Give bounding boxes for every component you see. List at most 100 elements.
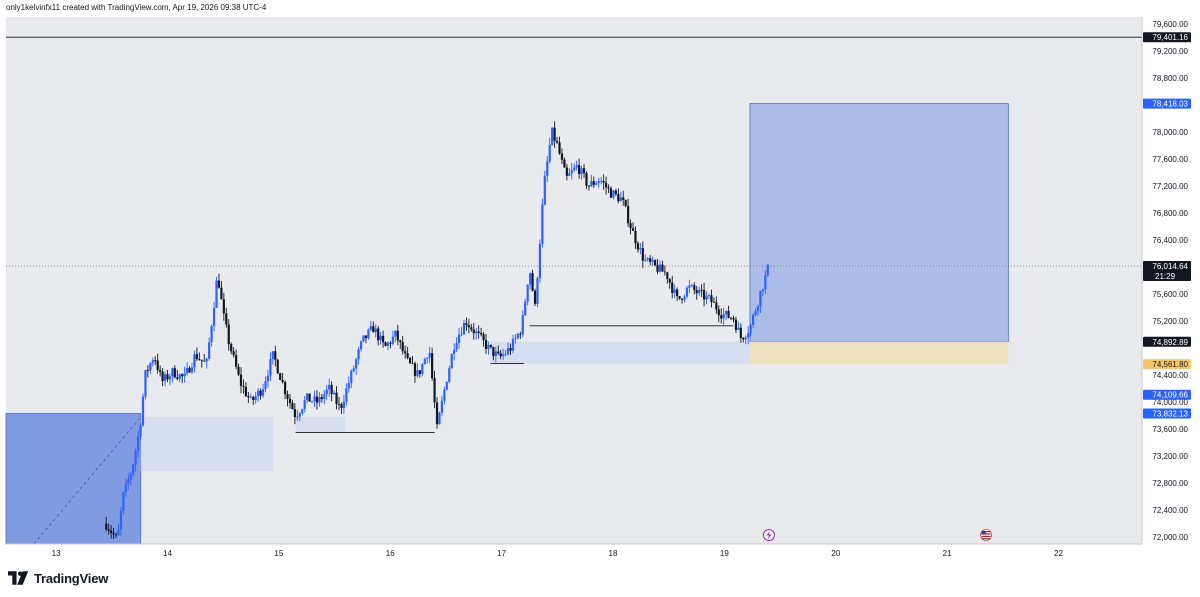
candle-body: [435, 402, 439, 425]
stop-zone[interactable]: [749, 341, 1009, 365]
candle-body: [582, 168, 586, 174]
candle-body: [472, 329, 475, 334]
us-flag-icon[interactable]: [980, 529, 992, 541]
candle-body: [729, 317, 733, 319]
candle-body: [656, 265, 659, 272]
candle-body: [470, 327, 473, 330]
candle-body: [673, 289, 676, 293]
candle-body: [431, 353, 434, 379]
price-tag-value: 73,832.13: [1152, 409, 1188, 418]
candle-body: [350, 371, 353, 384]
candle-body: [418, 370, 421, 375]
candle-body: [484, 340, 488, 350]
candle-body: [553, 127, 556, 141]
candle-body: [546, 161, 549, 176]
candle-body: [176, 377, 179, 379]
candle-body: [526, 284, 529, 302]
candle-body: [440, 400, 444, 413]
candle-body: [156, 360, 159, 371]
fvg-zone-1[interactable]: [140, 416, 274, 472]
candle-body: [428, 353, 431, 358]
candle-body: [700, 289, 703, 291]
time-tick-label: 17: [497, 549, 506, 558]
candle-body: [232, 351, 235, 355]
candle-body: [149, 363, 152, 371]
candle-body: [663, 271, 666, 273]
candle-body: [222, 299, 225, 314]
fvg-zone-2[interactable]: [295, 416, 346, 432]
candle-body: [649, 258, 652, 262]
price-tick-label: 72,400.00: [1152, 506, 1188, 515]
candle-body: [497, 351, 500, 354]
candle-body: [183, 373, 186, 377]
chart-header: only1kelvinfx11 created with TradingView…: [6, 3, 267, 12]
events-layer[interactable]: [762, 529, 992, 541]
candle-body: [151, 360, 154, 364]
earnings-event-icon[interactable]: [762, 529, 775, 541]
candle-body: [717, 309, 720, 316]
price-tick-label: 77,600.00: [1152, 155, 1188, 164]
candle-body: [600, 181, 603, 182]
candle-body: [293, 409, 297, 417]
candle-body: [761, 289, 764, 291]
candle-body: [254, 396, 257, 400]
candle-body: [705, 295, 708, 300]
candle-body: [185, 367, 189, 374]
candle-body: [627, 206, 630, 224]
candle-body: [445, 381, 448, 390]
candle-body: [181, 374, 184, 377]
candle-body: [406, 353, 409, 358]
candle-body: [382, 335, 385, 343]
price-tag-value: 74,561.80: [1152, 360, 1188, 369]
candle-body: [244, 386, 247, 397]
candle-body: [734, 319, 738, 330]
candle-body: [330, 384, 333, 395]
candle-body: [489, 344, 493, 347]
candle-body: [516, 333, 519, 339]
candle-body: [127, 479, 130, 484]
candle-body: [683, 296, 686, 300]
demand-zone[interactable]: [6, 413, 141, 544]
candle-body: [573, 167, 576, 171]
time-axis-background[interactable]: [6, 544, 1142, 563]
target-zone[interactable]: [749, 103, 1009, 342]
candle-body: [533, 290, 537, 304]
time-axis[interactable]: 13 14 15 16 17 18 19 20 21 22: [52, 549, 1064, 558]
candle-body: [259, 390, 262, 396]
fvg-zone-3[interactable]: [490, 341, 750, 365]
candle-body: [477, 331, 480, 333]
candle-body: [560, 153, 564, 160]
candle-body: [529, 273, 532, 285]
candle-body: [742, 337, 745, 340]
candle-body: [217, 280, 221, 288]
candle-body: [286, 394, 289, 399]
candle-body: [710, 295, 713, 302]
candle-body: [504, 353, 507, 355]
candle-body: [391, 336, 395, 344]
candle-body: [195, 354, 198, 360]
candle-body: [357, 349, 360, 360]
price-tag-yellow: [1143, 359, 1191, 370]
candle-body: [276, 359, 279, 374]
price-tick-label: 78,800.00: [1152, 74, 1188, 83]
candle-body: [144, 370, 147, 397]
candle-body: [511, 338, 515, 351]
price-tick-label: 79,200.00: [1152, 47, 1188, 56]
candle-body: [119, 510, 123, 530]
candle-body: [693, 285, 696, 291]
time-tick-label: 13: [52, 549, 61, 558]
price-tag-value: 76,014.64: [1152, 262, 1188, 271]
candle-body: [453, 349, 456, 354]
candle-body: [252, 396, 255, 400]
candle-body: [234, 354, 238, 367]
candle-body: [590, 181, 593, 187]
price-axis[interactable]: 72,000.00 72,400.00 72,800.00 73,200.00 73,6…: [1152, 20, 1188, 542]
candle-body: [122, 492, 125, 511]
candle-body: [171, 368, 174, 377]
candle-body: [347, 383, 350, 389]
candle-body: [487, 344, 490, 350]
candle-body: [764, 275, 767, 290]
candle-body: [220, 287, 223, 300]
candle-body: [712, 301, 715, 303]
